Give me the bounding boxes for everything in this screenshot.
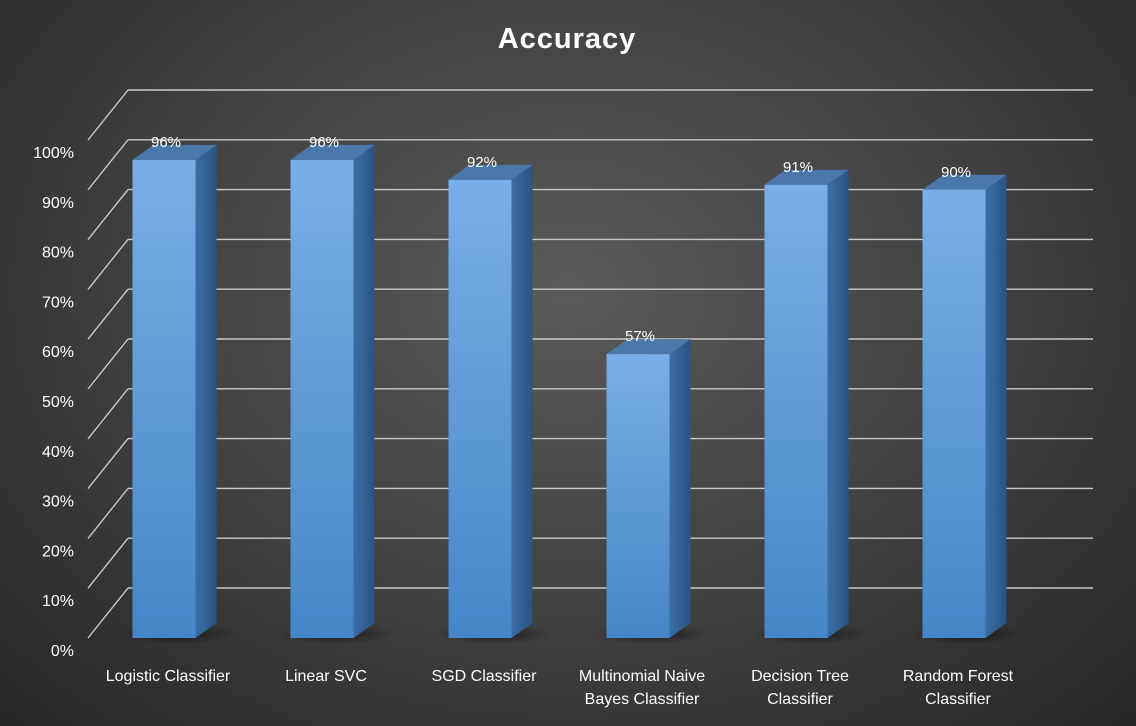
bar-side xyxy=(669,339,691,638)
data-labels: 96% 96% 92% 57% 91% 90% xyxy=(151,134,971,345)
y-tick-label: 80% xyxy=(42,245,74,262)
category-label: Random Forest xyxy=(903,668,1014,685)
y-tick-label: 100% xyxy=(33,145,74,162)
data-label: 92% xyxy=(467,154,497,171)
bar xyxy=(120,144,236,644)
category-label: Classifier xyxy=(925,691,991,708)
gridline-diagonal xyxy=(87,537,129,589)
category-label: Classifier xyxy=(767,691,833,708)
bar-front xyxy=(290,159,354,639)
bar-side xyxy=(827,169,849,638)
bar xyxy=(910,174,1026,644)
data-label: 96% xyxy=(151,134,181,151)
gridline-diagonal xyxy=(87,189,129,241)
data-label: 90% xyxy=(941,164,971,181)
y-tick-label: 30% xyxy=(42,494,74,511)
y-tick-label: 90% xyxy=(42,195,74,212)
bar xyxy=(436,164,552,644)
bar-front xyxy=(132,159,196,639)
chart-title: Accuracy xyxy=(498,23,637,55)
y-tick-label: 40% xyxy=(42,444,74,461)
category-label: Bayes Classifier xyxy=(585,691,700,708)
data-label: 91% xyxy=(783,159,813,176)
data-label: 96% xyxy=(309,134,339,151)
bar xyxy=(594,339,710,644)
bar-front xyxy=(764,184,828,638)
bar-side xyxy=(353,144,375,639)
bar-top xyxy=(922,174,1007,190)
y-tick-label: 50% xyxy=(42,394,74,411)
bar-front xyxy=(606,354,670,638)
bar-top xyxy=(606,339,691,355)
category-label: Multinomial Naive xyxy=(579,668,705,685)
gridline-diagonal xyxy=(87,388,129,440)
gridline-diagonal xyxy=(87,89,129,141)
category-label: Logistic Classifier xyxy=(106,668,231,685)
bar-top xyxy=(448,164,533,180)
gridline-diagonal xyxy=(87,288,129,340)
gridline-diagonal xyxy=(87,587,129,639)
y-tick-label: 60% xyxy=(42,344,74,361)
gridline-diagonal xyxy=(87,139,129,191)
x-axis-categories: Logistic Classifier Linear SVC SGD Classif… xyxy=(106,668,1014,708)
y-tick-label: 0% xyxy=(51,643,74,660)
bar-side xyxy=(985,174,1007,639)
gridline-diagonal xyxy=(87,487,129,539)
bar-side xyxy=(511,164,533,638)
bars xyxy=(120,144,1026,644)
data-label: 57% xyxy=(625,328,655,345)
y-tick-label: 20% xyxy=(42,543,74,560)
y-tick-label: 70% xyxy=(42,294,74,311)
y-axis-ticks: 0% 10% 20% 30% 40% 50% 60% 70% 80% 90% 100% xyxy=(33,145,74,660)
bar xyxy=(752,169,868,644)
bar-top xyxy=(764,169,849,185)
bar-front xyxy=(448,179,512,638)
category-label: Decision Tree xyxy=(751,668,849,685)
gridline-diagonal xyxy=(87,438,129,490)
category-label: SGD Classifier xyxy=(432,668,538,685)
bar-top xyxy=(290,144,375,160)
bar-top xyxy=(132,144,217,160)
bar-side xyxy=(195,144,217,639)
y-tick-label: 10% xyxy=(42,593,74,610)
bar xyxy=(278,144,394,644)
bar-front xyxy=(922,189,986,639)
gridline-diagonal xyxy=(87,238,129,290)
category-label: Linear SVC xyxy=(285,668,367,685)
gridline-diagonal xyxy=(87,338,129,390)
